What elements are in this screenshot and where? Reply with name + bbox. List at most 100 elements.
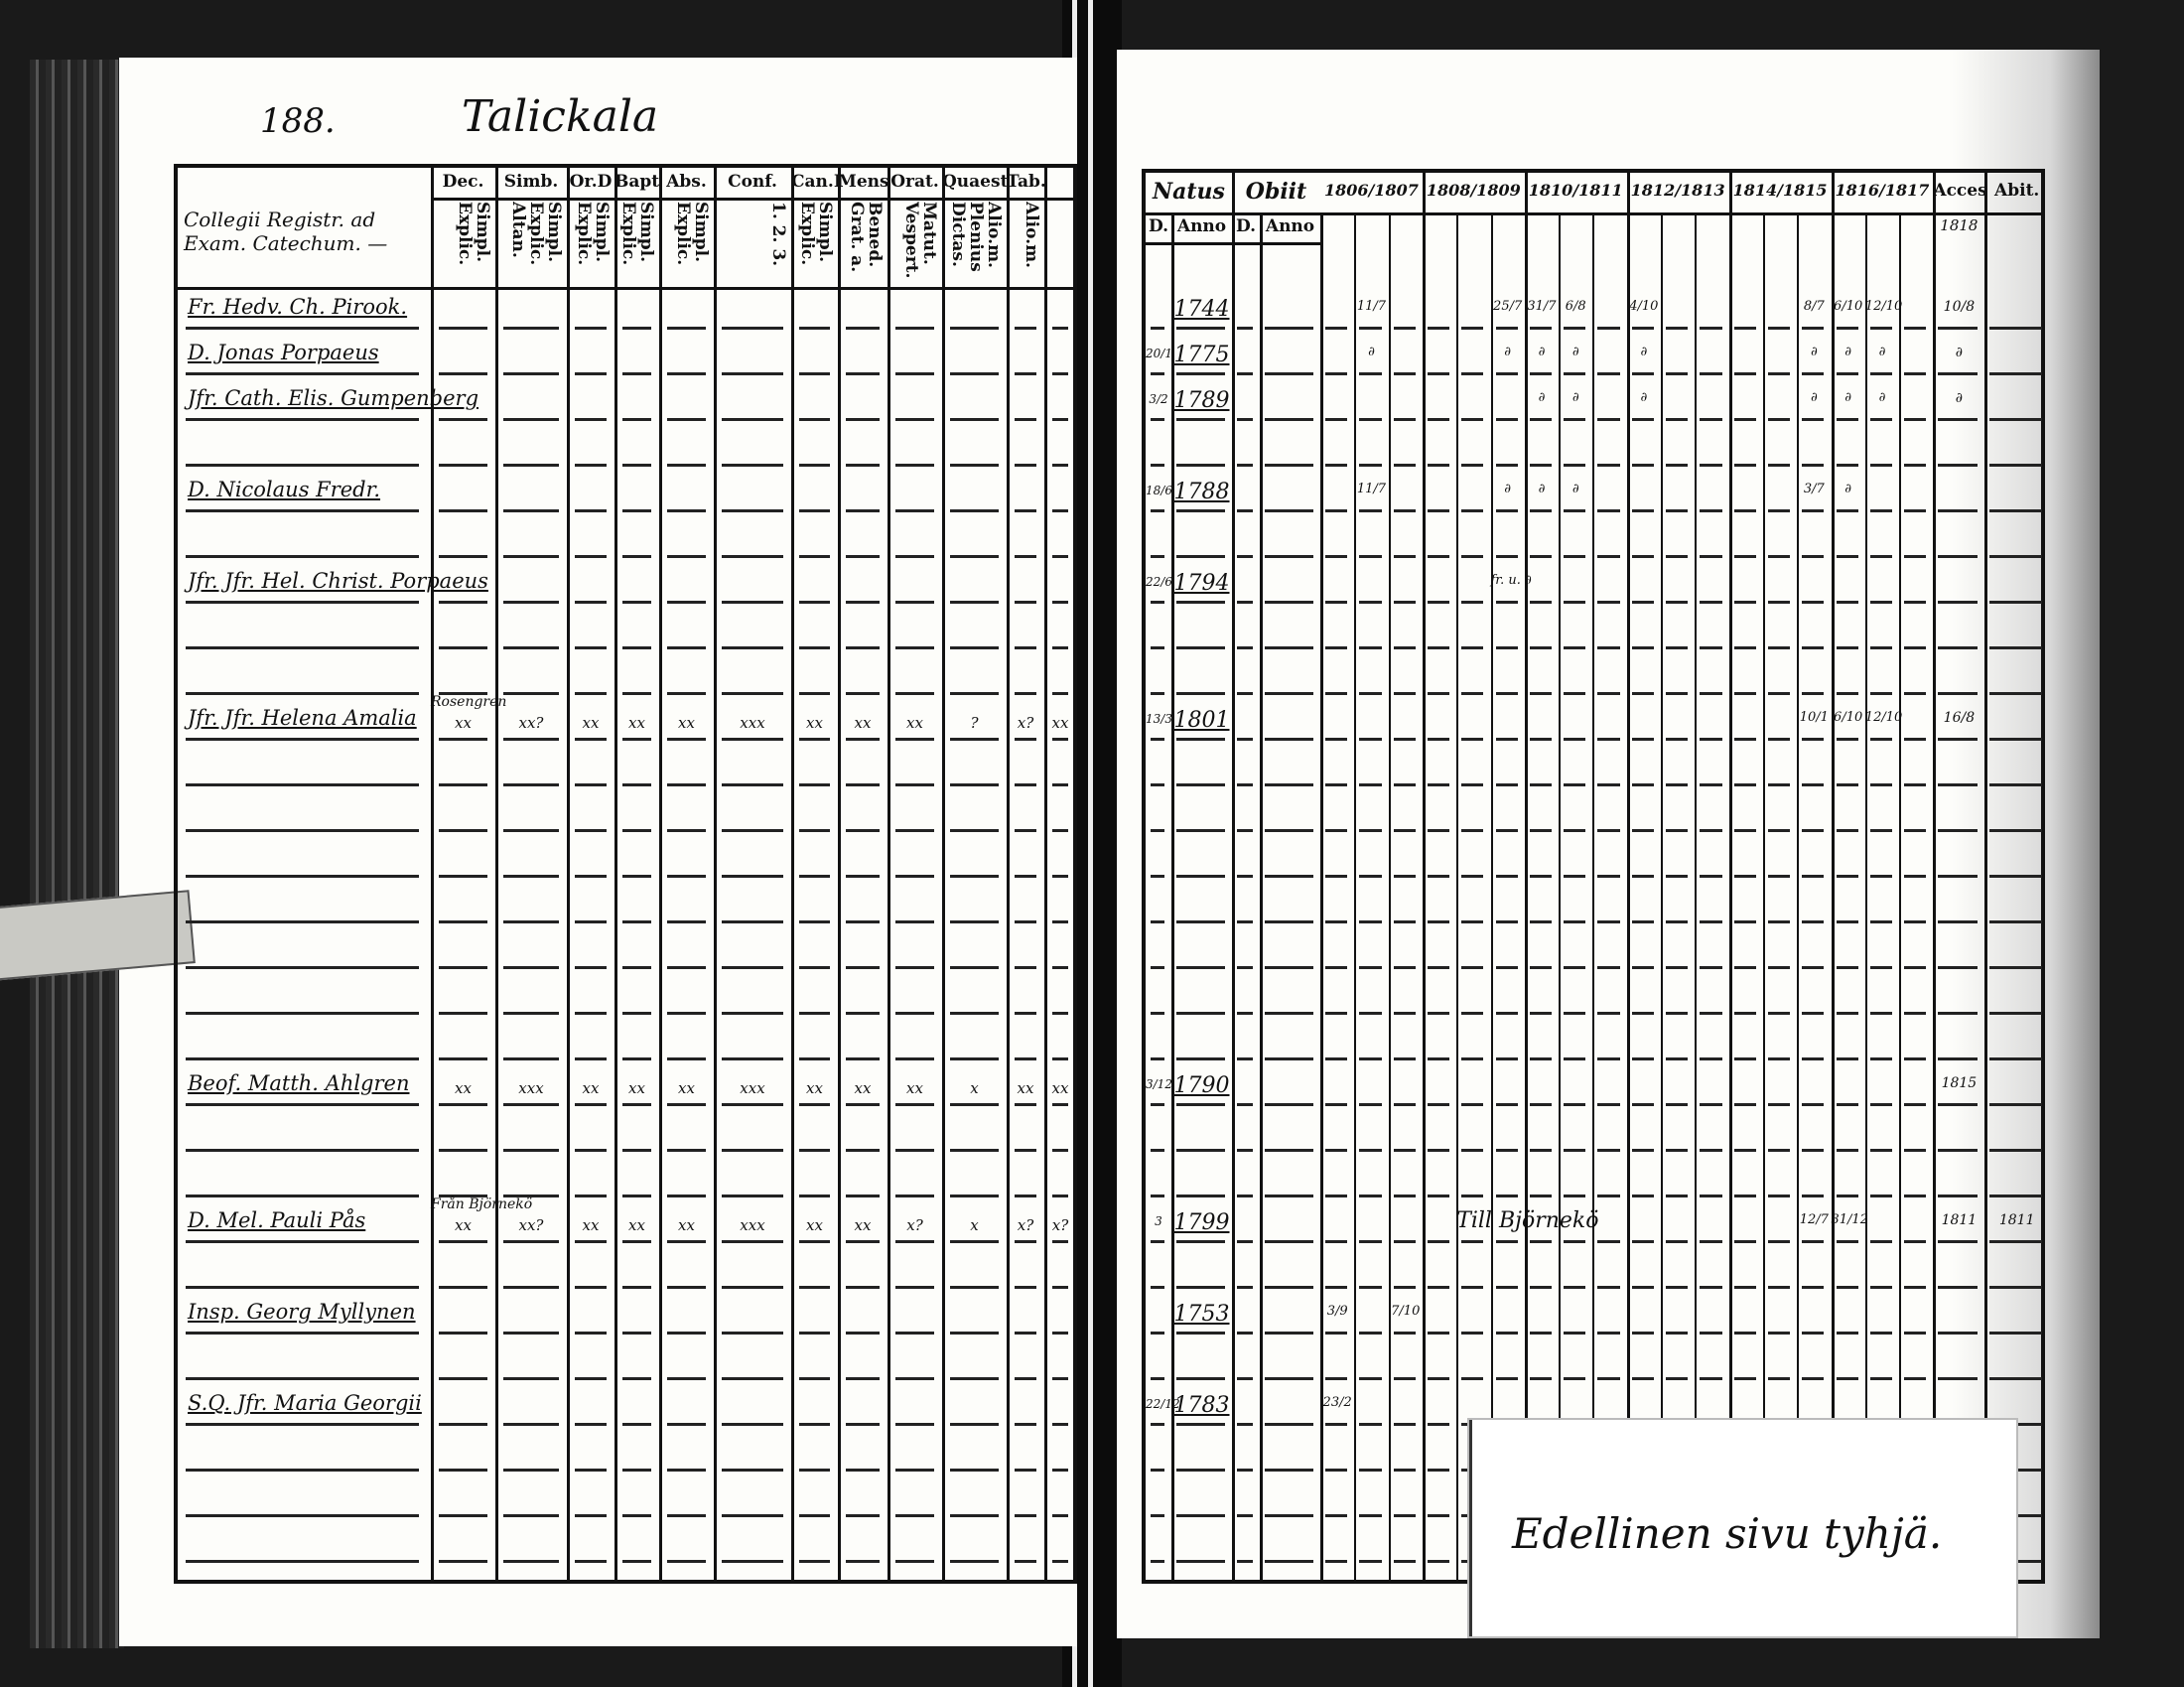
row-rule [1733,646,1756,649]
row-rule [667,692,706,695]
row-rule [1237,418,1253,421]
row-rule [1802,920,1825,923]
row-rule [439,1149,487,1152]
row-rule [1666,692,1689,695]
row-rule [575,509,607,512]
row-rule [503,738,559,741]
row-rule [1989,509,2042,512]
row-rule [1597,372,1620,375]
row-rule [439,327,487,330]
row-rule [950,920,999,923]
row-rule [1802,875,1825,878]
row-rule [1359,920,1382,923]
row-rule [1733,738,1756,741]
row-rule [1802,509,1825,512]
row-rule [1597,601,1620,604]
row-rule [722,1012,783,1015]
row-rule [1564,601,1586,604]
row-rule [1733,920,1756,923]
row-rule [846,875,880,878]
row-rule [1015,1332,1036,1335]
row-rule [1393,601,1416,604]
row-rule [1836,966,1858,969]
row-rule [950,601,999,604]
abit-value: 1811 [1998,1212,2035,1228]
row-rule [1427,692,1450,695]
row-rule [1666,1286,1689,1289]
row-rule [1427,1423,1450,1426]
row-rule [1666,1332,1689,1335]
row-rule [1176,875,1225,878]
row-rule [186,464,419,467]
row-rule [895,646,934,649]
row-rule [895,738,934,741]
row-rule [1461,1012,1484,1015]
row-rule [895,829,934,832]
communion-date: 4/10 [1629,299,1659,314]
row-rule [846,1012,880,1015]
row-annotation: Från Björnekö [431,1196,533,1212]
row-rule [1904,646,1927,649]
row-rule [1015,646,1036,649]
row-rule [1461,738,1484,741]
obiit-header: Obiit [1245,179,1307,205]
row-rule [895,1286,934,1289]
row-rule [1393,1469,1416,1472]
row-rule [1666,1103,1689,1106]
row-rule [1359,1514,1382,1517]
row-rule [895,1195,934,1197]
row-rule [1564,418,1586,421]
row-rule [1836,1103,1858,1106]
column-divider [1044,168,1047,1580]
row-rule [667,1423,706,1426]
row-rule [186,509,419,512]
row-rule [1904,738,1927,741]
row-rule [1052,1240,1068,1243]
row-rule [846,1514,880,1517]
left-page [119,58,1077,1646]
row-rule [1393,692,1416,695]
row-rule [1359,1469,1382,1472]
row-rule [439,875,487,878]
row-rule [1052,966,1068,969]
row-rule [722,1149,783,1152]
row-rule [1767,1103,1791,1106]
row-rule [622,509,651,512]
row-rule [186,783,419,786]
row-rule [1869,1057,1893,1060]
row-rule [1495,1103,1518,1106]
birth-year: 1775 [1173,343,1230,367]
row-rule [1631,738,1654,741]
row-rule [1564,829,1586,832]
row-rule [1237,1332,1253,1335]
row-rule [1237,875,1253,878]
row-rule [1904,875,1927,878]
row-rule [439,646,487,649]
row-rule [1427,327,1450,330]
row-rule [1767,464,1791,467]
row-rule [1938,646,1979,649]
row-rule [1461,783,1484,786]
communion-date: 31/7 [1527,299,1557,314]
row-rule [1393,1377,1416,1380]
row-rule [186,966,419,969]
row-rule [1052,1195,1068,1197]
row-rule [1733,509,1756,512]
row-rule [186,738,419,741]
row-rule [439,829,487,832]
row-rule [622,1149,651,1152]
row-rule [1869,692,1893,695]
row-rule [1767,1286,1791,1289]
row-rule [1461,875,1484,878]
row-rule [439,738,487,741]
row-rule [1237,1514,1253,1517]
row-rule [1265,875,1313,878]
row-rule [1767,1240,1791,1243]
row-rule [950,372,999,375]
row-rule [1015,875,1036,878]
birth-year: 1789 [1173,388,1230,413]
row-rule [1869,1332,1893,1335]
column-header: Mens. [838,172,887,192]
row-rule [1529,920,1553,923]
row-rule [622,1103,651,1106]
